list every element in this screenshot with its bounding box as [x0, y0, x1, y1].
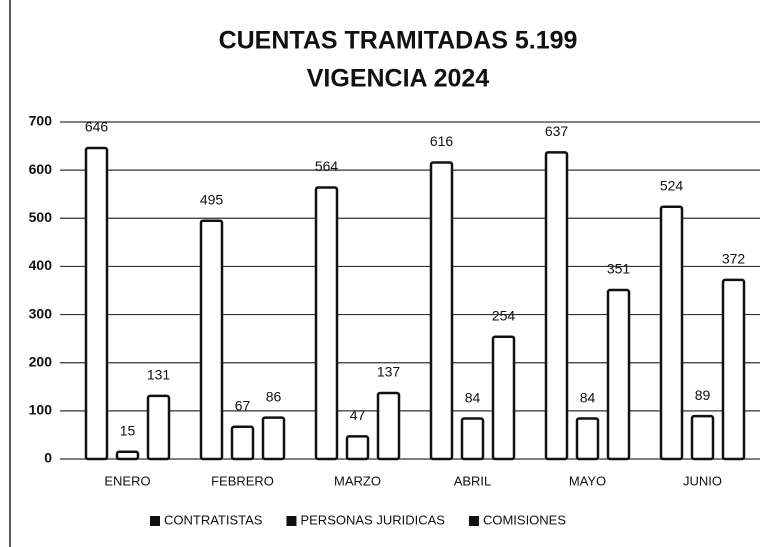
value-label: 254 [492, 307, 516, 323]
bar [314, 186, 339, 461]
bar [115, 450, 140, 461]
bar [659, 205, 684, 461]
bar [721, 278, 746, 461]
bar [575, 417, 600, 461]
bar [230, 425, 255, 461]
bar [84, 146, 109, 461]
bar [199, 219, 224, 461]
bar [491, 335, 516, 461]
value-label: 616 [430, 133, 454, 149]
value-label: 137 [377, 364, 401, 380]
value-label: 84 [465, 389, 481, 405]
value-label: 495 [200, 191, 224, 207]
y-tick-label: 500 [29, 209, 53, 225]
bar [376, 391, 401, 461]
value-label: 47 [350, 407, 366, 423]
x-tick-label: MAYO [569, 473, 606, 488]
x-tick-label: ABRIL [454, 473, 492, 488]
y-tick-label: 200 [29, 353, 53, 369]
chart-subtitle: VIGENCIA 2024 [307, 65, 490, 93]
legend-marker [468, 516, 479, 526]
value-label: 84 [580, 389, 596, 405]
x-tick-label: ENERO [104, 473, 150, 488]
legend-label: PERSONAS JURIDICAS [300, 512, 445, 527]
x-tick-label: FEBRERO [211, 473, 274, 488]
legend-label: CONTRATISTAS [164, 512, 263, 527]
x-tick-label: JUNIO [683, 473, 722, 488]
bar [261, 416, 286, 461]
value-label: 15 [120, 422, 136, 438]
legend-label: COMISIONES [483, 512, 566, 527]
bar [690, 414, 715, 461]
legend-marker [286, 516, 297, 526]
bar [429, 161, 454, 461]
value-label: 351 [607, 261, 631, 277]
y-tick-label: 0 [44, 450, 52, 466]
chart-title: CUENTAS TRAMITADAS 5.199 [219, 27, 578, 55]
bar [146, 394, 171, 461]
bar [544, 151, 569, 461]
value-label: 372 [722, 251, 746, 267]
value-label: 67 [235, 397, 251, 413]
y-tick-label: 300 [29, 305, 53, 321]
y-tick-label: 700 [29, 113, 53, 129]
value-label: 89 [695, 387, 711, 403]
legend-marker [150, 516, 160, 526]
x-tick-label: MARZO [334, 473, 381, 488]
value-label: 131 [147, 367, 171, 383]
value-label: 86 [266, 388, 282, 404]
value-label: 524 [660, 177, 684, 193]
y-tick-label: 400 [29, 257, 53, 273]
value-label: 564 [315, 158, 339, 174]
y-tick-label: 100 [29, 402, 53, 418]
value-label: 646 [85, 119, 109, 135]
value-label: 637 [545, 123, 569, 139]
bar [345, 435, 370, 461]
y-tick-label: 600 [29, 161, 53, 177]
bar [460, 417, 485, 461]
bar [606, 288, 631, 461]
